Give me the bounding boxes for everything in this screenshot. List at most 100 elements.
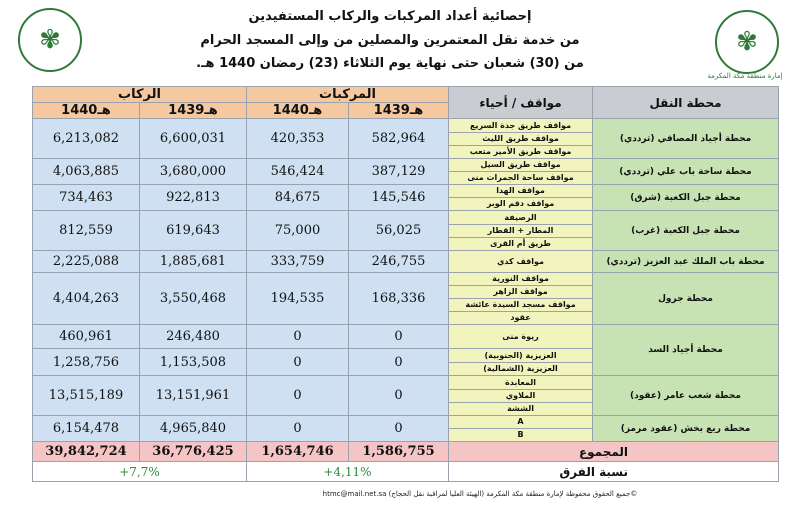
vehicles-1439-cell: 0 <box>347 375 450 416</box>
total-vehicles-1439: 1,586,755 <box>347 441 450 462</box>
passengers-1440-cell: 6,213,082 <box>32 118 140 159</box>
area-item: مواقف النورية <box>449 274 592 286</box>
vehicles-1439-cell: 0 <box>347 415 450 442</box>
area-item: المعابدة <box>449 377 592 390</box>
area-item: ريوة منى <box>502 331 539 341</box>
area-item: مواقف ساحة الجمرات منى <box>467 173 574 182</box>
area-item: مواقف دقم الوبر <box>486 199 555 208</box>
vehicles-1439-cell: 0 <box>347 348 450 376</box>
table-row: 6,154,478 4,965,840 0 0 A B محطة ريع بخش… <box>32 415 780 442</box>
makkah-emirate-emblem-icon: ✾ <box>715 10 779 74</box>
passengers-1440-cell: 4,063,885 <box>32 158 140 185</box>
vehicles-1440-cell: 0 <box>246 324 349 349</box>
passengers-1439-cell: 3,680,000 <box>139 158 247 185</box>
passengers-1440-cell: 734,463 <box>32 184 140 211</box>
areas-cell: مواقف النورية مواقف الزاهر مواقف مسجد ال… <box>448 272 594 325</box>
passengers-1440-header: 1440هـ <box>32 102 140 119</box>
area-item: A <box>449 417 592 429</box>
table-row: 4,404,263 3,550,468 194,535 168,336 مواق… <box>32 272 780 325</box>
report-header: ✾ إحصائية أعداد المركبات والركاب المستفي… <box>0 0 800 86</box>
areas-cell: العزيزية (الجنوبية) العزيزية (الشمالية) <box>448 348 594 376</box>
table-row: 4,063,885 3,680,000 546,424 387,129 مواق… <box>32 158 780 185</box>
areas-cell: A B <box>448 415 594 442</box>
station-cell: محطة جبل الكعبة (شرق) <box>592 184 780 211</box>
area-item: العزيزية (الجنوبية) <box>449 350 592 363</box>
passengers-1439-cell: 13,151,961 <box>139 375 247 416</box>
right-logo-caption: إمارة منطقة مكة المكرمة <box>707 72 783 80</box>
station-cell: محطة شعب عامر (عقود) <box>592 375 780 416</box>
areas-cell: مواقف طريق جدة السريع مواقف طريق الليث م… <box>448 118 594 159</box>
vehicles-1440-cell: 420,353 <box>246 118 349 159</box>
area-item: عقود <box>510 313 531 322</box>
table-row: 734,463 922,813 84,675 145,546 مواقف اله… <box>32 184 780 211</box>
passengers-1439-cell: 1,885,681 <box>139 250 247 273</box>
areas-cell: المعابدة الملاوي الششة <box>448 375 594 416</box>
passengers-difference: +7,7% <box>32 461 247 482</box>
saudi-emblem-icon: ✾ <box>18 8 82 72</box>
passengers-1440-cell: 6,154,478 <box>32 415 140 442</box>
area-item: مواقف طريق الأمير متعب <box>469 146 572 156</box>
areas-cell: مواقف طريق السيل مواقف ساحة الجمرات منى <box>448 158 594 185</box>
area-item: مواقف كدي <box>497 256 544 266</box>
passengers-1439-header: 1439هـ <box>139 102 247 119</box>
station-cell: محطة ساحة باب علي (ترددي) <box>592 158 780 185</box>
vehicles-1440-cell: 75,000 <box>246 210 349 251</box>
area-item: الرصيفة <box>449 212 592 225</box>
passengers-1439-cell: 6,600,031 <box>139 118 247 159</box>
station-cell: محطة أجياد السد <box>592 324 780 376</box>
passengers-1439-cell: 246,480 <box>139 324 247 349</box>
station-cell: محطة جبل الكعبة (غرب) <box>592 210 780 251</box>
station-cell: محطة جرول <box>592 272 780 325</box>
vehicles-1440-cell: 0 <box>246 375 349 416</box>
vehicles-1440-cell: 194,535 <box>246 272 349 325</box>
vehicles-1440-cell: 84,675 <box>246 184 349 211</box>
area-item: مواقف طريق جدة السريع <box>449 120 592 133</box>
totals-row: 39,842,724 36,776,425 1,654,746 1,586,75… <box>32 441 780 462</box>
report-title-line3: من (30) شعبان حتى نهاية يوم الثلاثاء (23… <box>196 56 584 71</box>
table-row: 460,961 246,480 0 0 ريوة منى محطة أجياد … <box>32 324 780 376</box>
vehicles-1439-cell: 582,964 <box>347 118 450 159</box>
passengers-1439-cell: 619,643 <box>139 210 247 251</box>
passengers-1440-cell: 13,515,189 <box>32 375 140 416</box>
passengers-1439-cell: 4,965,840 <box>139 415 247 442</box>
areas-cell: الرصيفة المطار + القطار طريق أم القرى <box>448 210 594 251</box>
total-passengers-1440: 39,842,724 <box>32 441 140 462</box>
passengers-1440-cell: 2,225,088 <box>32 250 140 273</box>
area-item: العزيزية (الشمالية) <box>483 363 558 373</box>
footer-copyright: ©جميع الحقوق محفوظة لإمارة منطقة مكة الم… <box>322 490 638 498</box>
table-row: 812,559 619,643 75,000 56,025 الرصيفة ال… <box>32 210 780 251</box>
vehicles-1439-cell: 387,129 <box>347 158 450 185</box>
vehicles-1440-header: 1440هـ <box>246 102 349 119</box>
vehicles-1440-cell: 546,424 <box>246 158 349 185</box>
station-cell: محطة ريع بخش (عقود مرمز) <box>592 415 780 442</box>
vehicles-1439-cell: 168,336 <box>347 272 450 325</box>
station-cell: محطة باب الملك عبد العزيز (ترددي) <box>592 250 780 273</box>
area-item: B <box>517 430 524 439</box>
report-title-line1: إحصائية أعداد المركبات والركاب المستفيدي… <box>248 9 532 24</box>
areas-cell: مواقف كدي <box>448 250 594 273</box>
area-item: المطار + القطار <box>449 225 592 238</box>
total-vehicles-1440: 1,654,746 <box>246 441 349 462</box>
vehicles-1440-cell: 0 <box>246 348 349 376</box>
area-item: طريق أم القرى <box>490 238 551 248</box>
area-item: الملاوي <box>449 390 592 403</box>
area-item: مواقف طريق السيل <box>449 160 592 172</box>
station-column-header: محطة النقل <box>592 86 780 119</box>
vehicles-difference: +4,11% <box>245 461 450 482</box>
vehicles-1439-cell: 246,755 <box>347 250 450 273</box>
vehicles-1439-cell: 56,025 <box>347 210 450 251</box>
station-cell: محطة أجياد المصافي (ترددي) <box>592 118 780 159</box>
table-row: 2,225,088 1,885,681 333,759 246,755 مواق… <box>32 250 780 273</box>
passengers-group-header: الركاب <box>32 86 247 103</box>
passengers-1440-cell: 460,961 <box>32 324 140 349</box>
area-item: مواقف الزاهر <box>449 286 592 299</box>
area-item: مواقف مسجد السيدة عائشة <box>449 299 592 312</box>
passengers-1440-cell: 1,258,756 <box>32 348 140 376</box>
areas-cell: مواقف الهدا مواقف دقم الوبر <box>448 184 594 211</box>
table-row: 13,515,189 13,151,961 0 0 المعابدة الملا… <box>32 375 780 416</box>
total-passengers-1439: 36,776,425 <box>139 441 247 462</box>
passengers-1439-cell: 1,153,508 <box>139 348 247 376</box>
area-item: مواقف الهدا <box>449 186 592 198</box>
passengers-1439-cell: 922,813 <box>139 184 247 211</box>
vehicles-1440-cell: 0 <box>246 415 349 442</box>
